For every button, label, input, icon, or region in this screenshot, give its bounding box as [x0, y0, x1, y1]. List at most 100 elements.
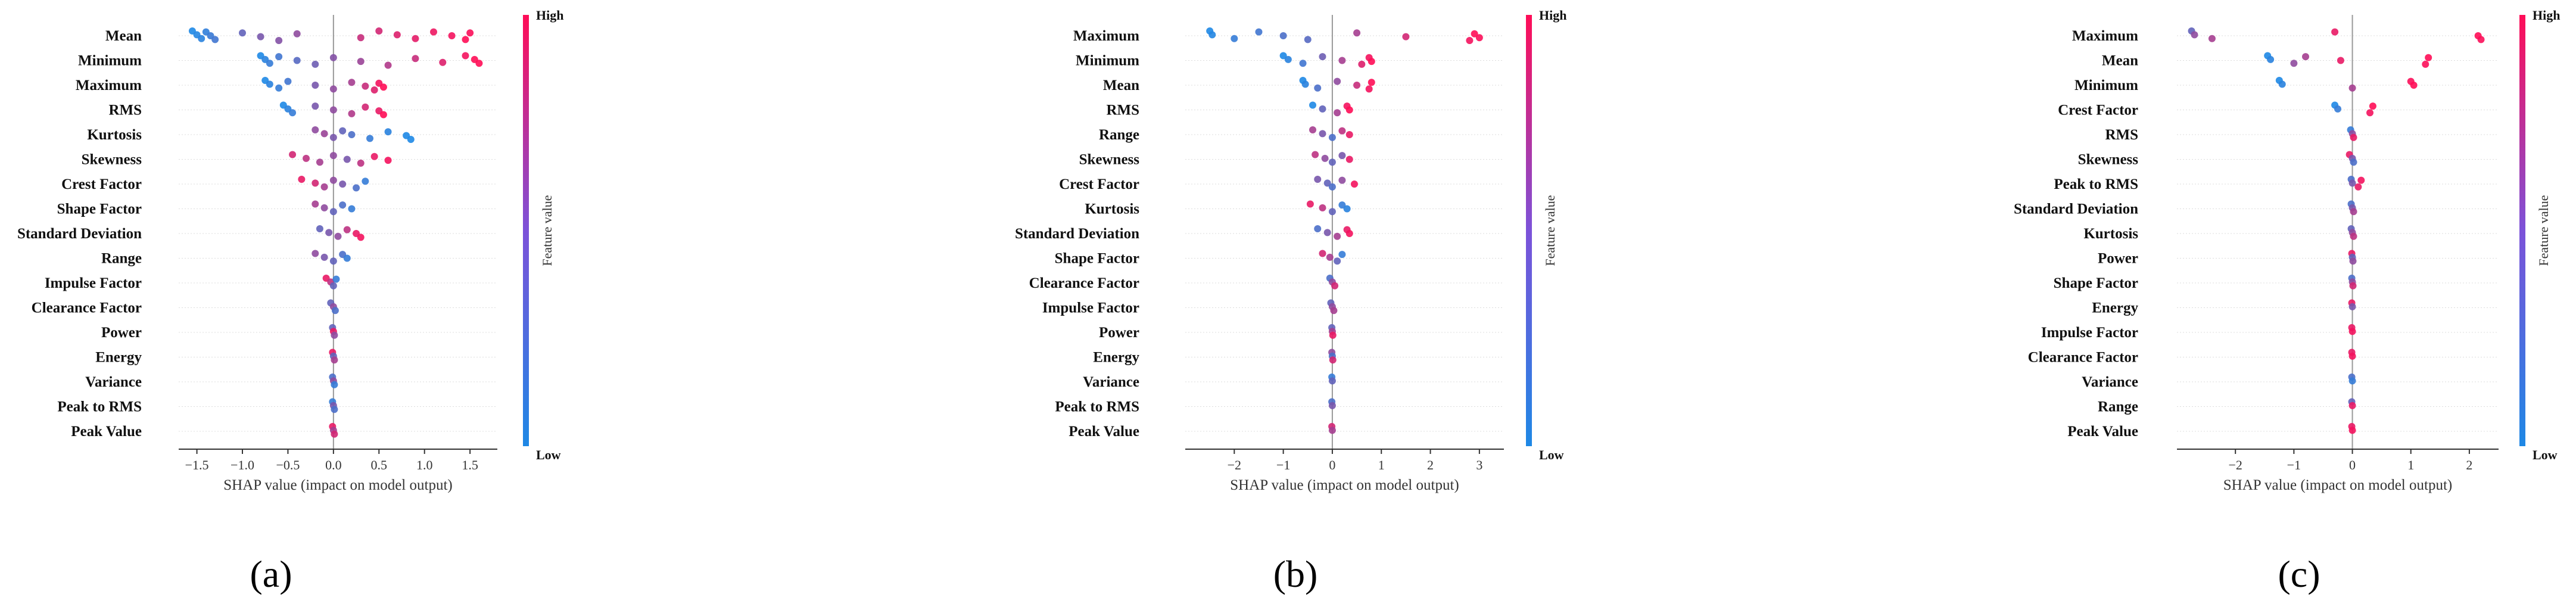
shap-point	[2410, 82, 2418, 89]
x-tick-label: 1.5	[462, 458, 478, 472]
shap-point	[2348, 303, 2356, 310]
shap-point	[289, 109, 297, 117]
shap-point	[266, 80, 273, 88]
shap-point	[2348, 352, 2356, 360]
x-tick-label: −2	[1228, 458, 1241, 472]
panel-caption: (c)	[2278, 553, 2320, 595]
colorbar-title: Feature value	[540, 195, 555, 266]
x-tick-label: 1	[2407, 458, 2414, 472]
feature-label: Kurtosis	[2083, 226, 2138, 242]
shap-point	[348, 79, 356, 86]
shap-point	[1329, 331, 1337, 339]
feature-label: Peak to RMS	[1055, 399, 1139, 415]
x-tick-label: 1	[1378, 458, 1385, 472]
shap-point	[362, 82, 369, 90]
feature-label: Range	[1099, 127, 1139, 143]
shap-point	[1284, 55, 1292, 63]
feature-label: Variance	[2082, 374, 2138, 390]
x-tick-label: 3	[1476, 458, 1482, 472]
shap-point	[1301, 80, 1309, 88]
shap-point	[329, 133, 337, 141]
x-tick-label: 0.0	[325, 458, 342, 472]
shap-point	[2334, 105, 2341, 113]
shap-point	[448, 32, 456, 39]
shap-point	[343, 254, 351, 262]
shap-point	[1471, 30, 1478, 38]
panel-a: −1.5 −1.0 −0.5 0.0 0.5 1.0 1.5 SHAP value (impa…	[17, 8, 564, 595]
shap-point	[332, 275, 340, 283]
shap-point	[1319, 105, 1326, 113]
x-tick-label: 0.5	[371, 458, 388, 472]
feature-label: Crest Factor	[1059, 176, 1139, 192]
shap-point	[1345, 106, 1353, 114]
shap-point	[1338, 201, 1346, 209]
feature-label: Standard Deviation	[1015, 226, 1139, 242]
shap-point	[2354, 183, 2362, 191]
colorbar-high-label: High	[536, 8, 563, 23]
shap-point	[329, 152, 337, 160]
shap-point	[1331, 282, 1339, 290]
feature-label: Skewness	[1079, 152, 1140, 168]
shap-point	[370, 86, 378, 94]
shap-point	[1334, 232, 1341, 240]
feature-label: Power	[2098, 251, 2138, 267]
shap-point	[312, 179, 319, 187]
feature-label: Skewness	[82, 152, 142, 168]
shap-point	[362, 178, 369, 185]
colorbar-low-label: Low	[1539, 447, 1564, 462]
x-tick-label: 0	[1329, 458, 1335, 472]
shap-point	[293, 30, 301, 38]
shap-point	[2350, 232, 2357, 240]
x-tick-label: 2	[1427, 458, 1434, 472]
shap-point	[316, 225, 323, 232]
shap-point	[439, 58, 447, 66]
shap-point	[211, 36, 219, 43]
shap-point	[1328, 158, 1336, 166]
x-axis-label: SHAP value (impact on model output)	[2223, 477, 2452, 493]
feature-label: Power	[1099, 325, 1139, 341]
shap-point	[348, 131, 356, 138]
shap-point	[289, 151, 297, 158]
shap-point	[239, 29, 246, 37]
shap-point	[393, 31, 401, 39]
shap-point	[312, 126, 319, 133]
shap-point	[370, 152, 378, 160]
shap-point	[325, 229, 333, 236]
shap-point	[198, 35, 205, 42]
shap-point	[1466, 37, 1474, 44]
shap-point	[1402, 33, 1410, 41]
shap-point	[2331, 28, 2339, 36]
shap-point	[384, 61, 392, 69]
x-tick-label: −0.5	[276, 458, 300, 472]
shap-point	[331, 430, 338, 438]
shap-point	[430, 28, 437, 36]
shap-point	[1334, 257, 1341, 265]
colorbar	[2519, 15, 2525, 446]
feature-label: Peak Value	[71, 424, 142, 440]
shap-point	[329, 85, 337, 93]
shap-point	[475, 60, 483, 67]
shap-point	[1326, 253, 1334, 261]
feature-label: Minimum	[1076, 53, 1139, 69]
feature-label: Impulse Factor	[45, 275, 142, 291]
shap-point	[312, 250, 319, 257]
shap-point	[1345, 131, 1353, 138]
feature-label: Minimum	[2074, 77, 2138, 94]
shap-point	[329, 106, 337, 114]
shap-point	[1323, 229, 1331, 236]
panel-caption: (a)	[250, 553, 292, 595]
shap-point	[316, 158, 323, 166]
shap-point	[1208, 31, 1216, 39]
shap-point	[2349, 282, 2357, 290]
colorbar	[1526, 15, 1532, 446]
shap-point	[1309, 126, 1316, 133]
shap-point	[1358, 60, 1366, 68]
feature-label: Shape Factor	[57, 201, 142, 217]
shap-point	[357, 234, 365, 241]
shap-point	[1299, 60, 1307, 67]
shap-point	[412, 55, 419, 63]
shap-point	[1323, 179, 1331, 187]
x-tick-label: −1.5	[185, 458, 209, 472]
